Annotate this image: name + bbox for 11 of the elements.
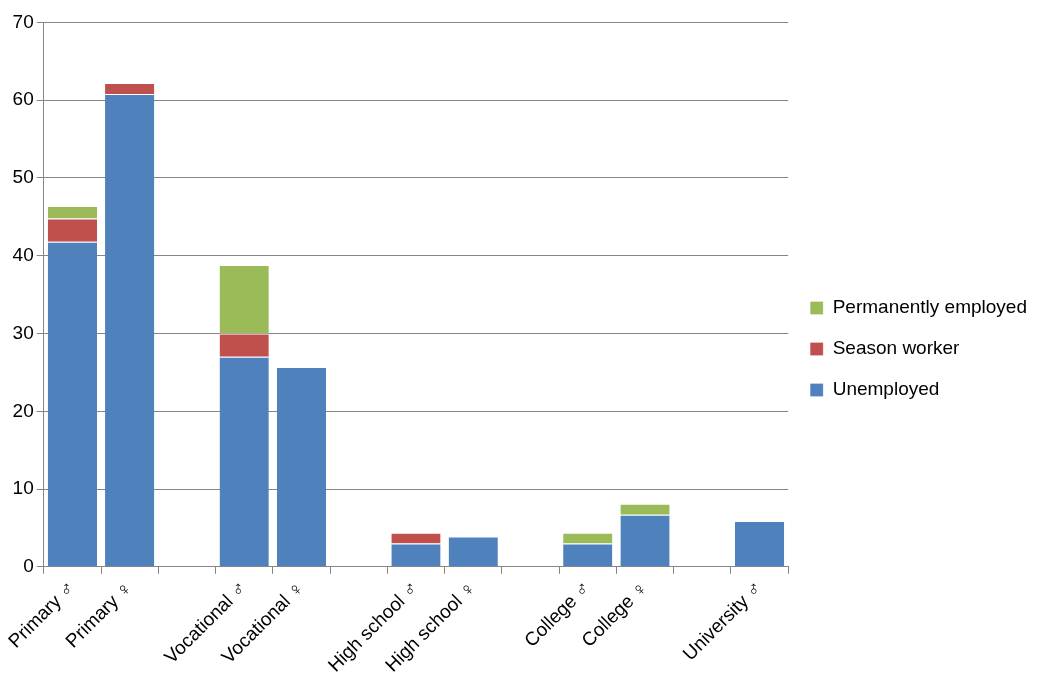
- legend-label: Permanently employed: [832, 296, 1027, 318]
- y-tick-label: 70: [12, 10, 34, 32]
- y-tick-label: 60: [12, 88, 34, 110]
- y-tick-label: 20: [12, 399, 34, 421]
- y-tick-label: 30: [12, 321, 34, 343]
- legend-label: Season worker: [832, 337, 961, 359]
- y-tick-label: 50: [12, 166, 34, 188]
- y-tick-label: 40: [12, 243, 34, 265]
- y-tick-label: 0: [23, 555, 34, 577]
- legend-label: Unemployed: [832, 378, 940, 400]
- y-tick-label: 10: [12, 477, 34, 499]
